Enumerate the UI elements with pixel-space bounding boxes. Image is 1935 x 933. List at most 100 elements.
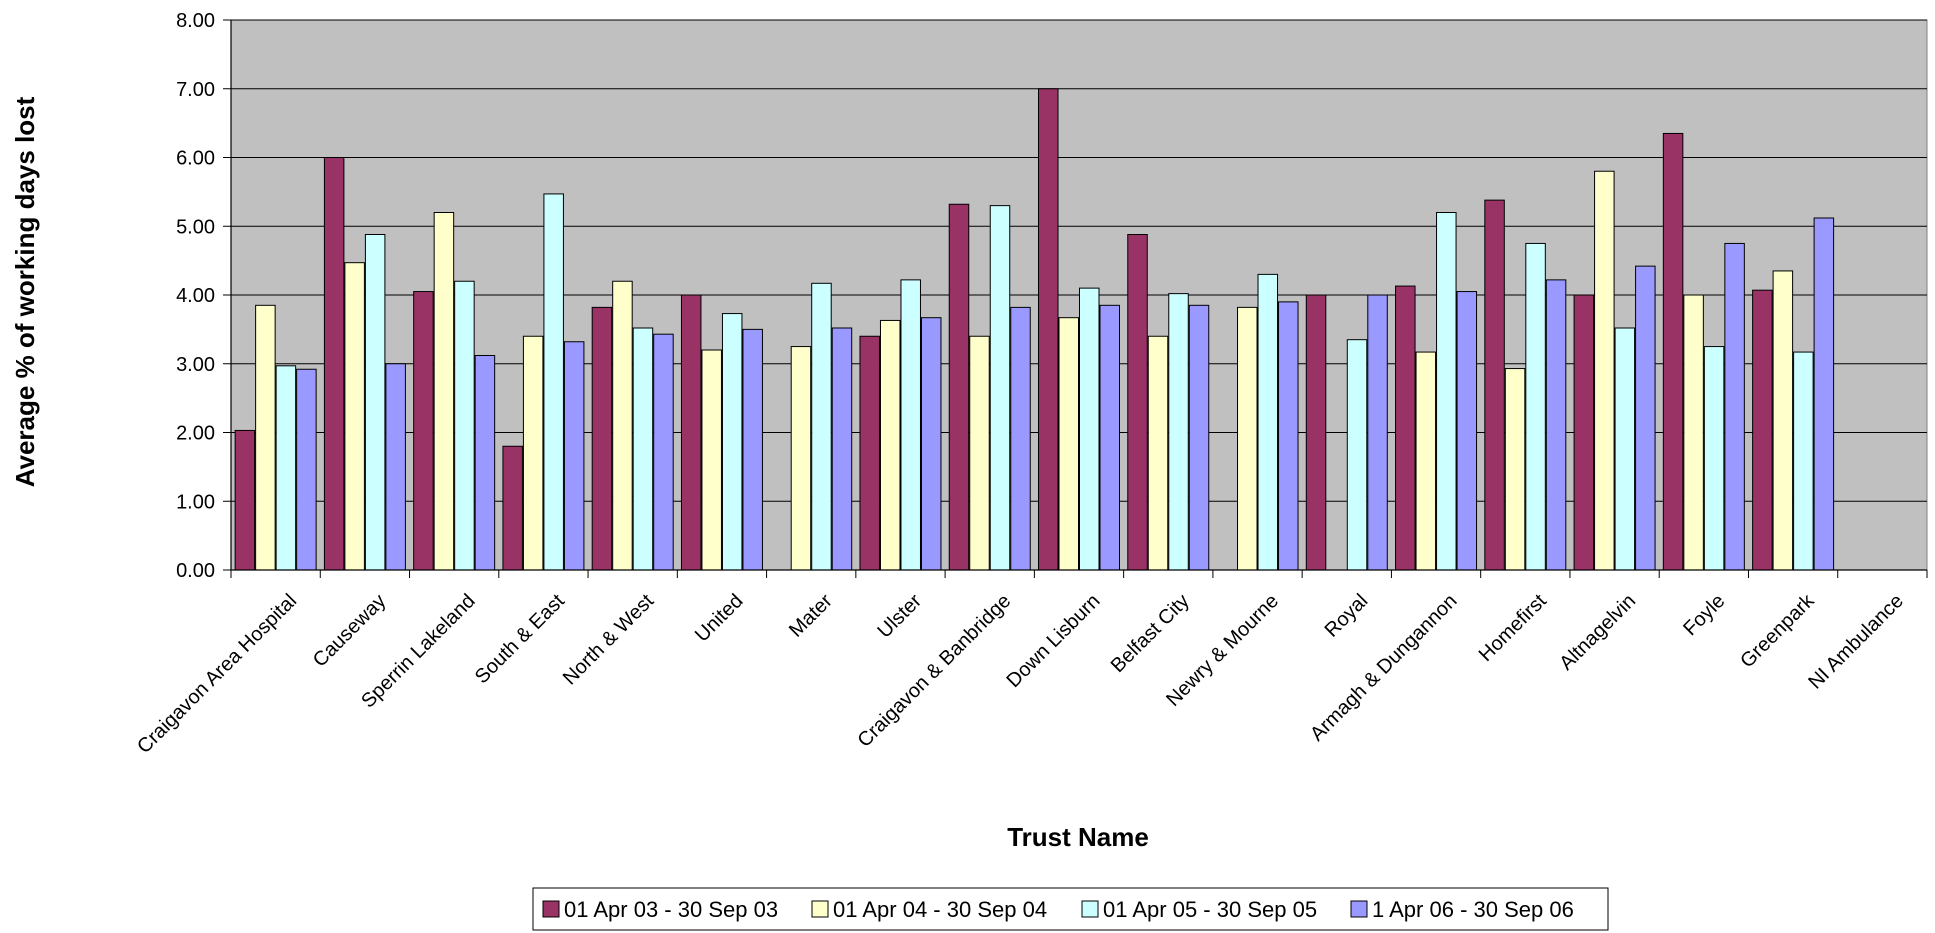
bar: [563, 341, 585, 571]
legend-swatch: [542, 900, 560, 918]
legend: 01 Apr 03 - 30 Sep 03 01 Apr 04 - 30 Sep …: [532, 887, 1609, 931]
bar: [1188, 304, 1210, 571]
legend-swatch: [1081, 900, 1099, 918]
x-tick-label: Altnagelvin: [1555, 590, 1640, 675]
bar: [1813, 217, 1835, 571]
bar: [1010, 306, 1031, 571]
x-tick-label: Craigavon Area Hospital: [133, 590, 301, 758]
x-tick-label: Armagh & Dungannon: [1306, 590, 1462, 746]
bar: [989, 205, 1011, 571]
y-tick-label: 2.00: [176, 423, 215, 445]
bar: [1395, 285, 1416, 571]
bar: [721, 313, 743, 571]
x-tick-label: Causeway: [309, 590, 391, 672]
bars: [234, 88, 1835, 571]
bar: [1127, 234, 1148, 571]
bar: [1058, 317, 1079, 571]
bar: [1504, 368, 1526, 571]
bar: [1662, 132, 1684, 571]
bar: [920, 317, 942, 571]
bar: [1079, 287, 1100, 571]
x-tick-label: Royal: [1321, 590, 1373, 642]
x-tick-label: Down Lisburn: [1003, 590, 1105, 692]
bar: [790, 346, 812, 571]
bar: [1456, 291, 1478, 571]
y-tick-label: 3.00: [176, 354, 215, 376]
legend-label: 01 Apr 05 - 30 Sep 05: [1103, 897, 1317, 922]
bar: [1594, 170, 1615, 571]
bar: [859, 335, 880, 571]
bar: [1346, 339, 1368, 571]
bar: [1752, 289, 1773, 571]
x-tick-label: United: [691, 590, 747, 646]
bar: [1147, 335, 1169, 571]
bar: [1614, 327, 1636, 571]
y-tick-label: 1.00: [176, 491, 215, 513]
legend-swatch: [811, 900, 829, 918]
bar: [543, 193, 564, 571]
bar: [474, 355, 496, 571]
bar: [1793, 351, 1814, 571]
bar: [969, 335, 990, 571]
bar: [296, 368, 317, 571]
bar: [433, 212, 455, 571]
bar: [1305, 294, 1327, 571]
bar: [1436, 212, 1457, 571]
x-tick-label: Foyle: [1679, 590, 1729, 640]
bar: [1545, 279, 1567, 571]
y-tick-label: 4.00: [176, 285, 215, 307]
bar: [1724, 242, 1745, 571]
bar: [1367, 294, 1388, 571]
bar: [1237, 306, 1258, 571]
bar: [1635, 265, 1656, 571]
y-tick-label: 6.00: [176, 148, 215, 170]
x-tick-label: Greenpark: [1736, 589, 1819, 672]
x-tick-label: Craigavon & Banbridge: [853, 590, 1015, 752]
bar: [413, 291, 434, 571]
y-tick-label: 0.00: [176, 560, 215, 582]
bar: [255, 304, 276, 571]
bar: [1703, 346, 1725, 571]
legend-label: 01 Apr 03 - 30 Sep 03: [564, 897, 778, 922]
x-tick-label: NI Ambulance: [1804, 590, 1908, 694]
bar: [1257, 273, 1279, 571]
bar: [385, 363, 406, 571]
y-tick-label: 7.00: [176, 79, 215, 101]
bar: [1415, 351, 1437, 571]
y-tick-label: 5.00: [176, 216, 215, 238]
x-tick-label: Homefirst: [1475, 590, 1551, 666]
bar: [900, 279, 921, 571]
bar: [323, 157, 345, 571]
bar: [364, 234, 386, 571]
x-tick-label: South & East: [471, 590, 569, 688]
bar: [653, 333, 674, 571]
x-tick-label: Mater: [785, 590, 837, 642]
bar: [1683, 294, 1704, 571]
bar: [344, 262, 365, 571]
bar: [1168, 293, 1189, 571]
y-tick-label: 8.00: [176, 10, 215, 32]
x-axis-title: Trust Name: [1007, 822, 1149, 852]
bar: [1038, 88, 1059, 571]
bar: [879, 319, 901, 571]
bar: [612, 280, 633, 571]
bar: [1525, 242, 1546, 571]
bar: [234, 429, 256, 571]
bar: [522, 335, 544, 571]
bar: [701, 349, 722, 571]
bar: [591, 306, 613, 571]
bar: [680, 294, 702, 571]
legend-label: 1 Apr 06 - 30 Sep 06: [1372, 897, 1574, 922]
bar: [831, 327, 853, 571]
bar: [811, 282, 832, 571]
bar: [502, 445, 523, 571]
bar: [948, 203, 970, 571]
bar: [742, 328, 763, 571]
x-tick-label: Ulster: [874, 590, 927, 643]
x-tick-label: Belfast City: [1107, 590, 1194, 677]
x-tick-label: North & West: [559, 590, 659, 690]
bar: [1278, 301, 1299, 571]
legend-box: [532, 887, 1609, 931]
